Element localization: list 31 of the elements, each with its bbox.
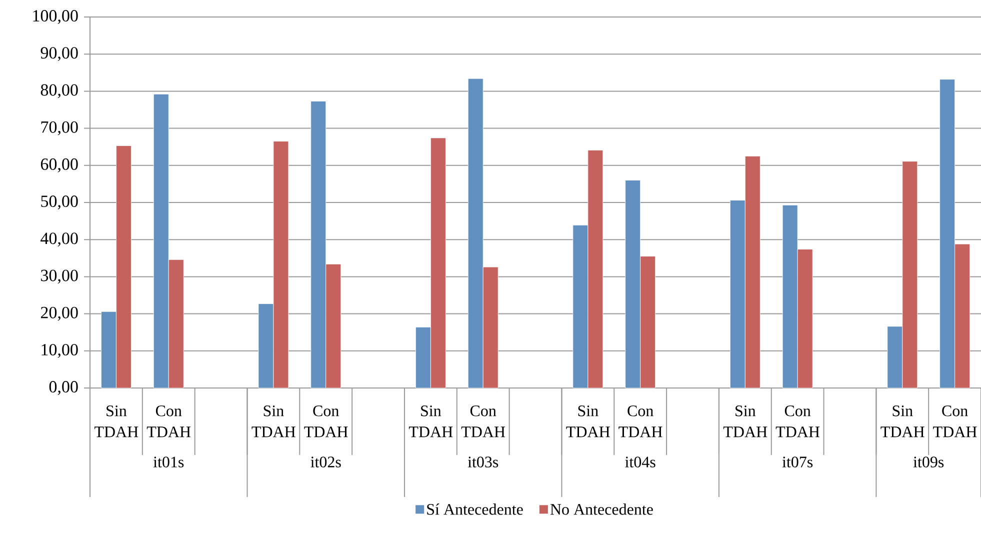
- legend-label: Sí Antecedente: [427, 504, 523, 515]
- y-tick-label: 10,00: [42, 344, 78, 358]
- x-tick-label: Sin TDAH: [723, 406, 768, 438]
- y-tick-label: 0,00: [49, 381, 78, 395]
- x-tick-label: Sin TDAH: [566, 406, 610, 438]
- y-tick-label: 100,00: [33, 10, 78, 24]
- x-tick-label: Con TDAH: [776, 406, 820, 438]
- text: it02s: [310, 456, 341, 468]
- text: it09s: [913, 456, 944, 468]
- y-tick-label: 80,00: [40, 84, 78, 98]
- x-tick-label: Con TDAH: [461, 406, 506, 438]
- x-tick-label: Sin TDAH: [252, 406, 296, 438]
- x-tick-label: Sin TDAH: [94, 406, 138, 438]
- y-tick-label: 30,00: [41, 270, 78, 284]
- x-tick-label: Con TDAH: [618, 406, 662, 438]
- y-tick-label: 90,00: [40, 47, 78, 62]
- text: it01s: [153, 456, 184, 468]
- y-tick-label: 40,00: [40, 232, 78, 247]
- text: it04s: [625, 456, 656, 468]
- x-tick-label: Sin TDAH: [880, 406, 924, 438]
- text: it07s: [782, 456, 813, 468]
- x-tick-label: Con TDAH: [304, 406, 348, 438]
- legend-label: No Antecedente: [550, 504, 653, 515]
- y-tick-label: 20,00: [40, 306, 78, 321]
- y-tick-label: 60,00: [40, 158, 78, 172]
- x-tick-label: Con TDAH: [933, 406, 977, 438]
- x-tick-label: Con TDAH: [146, 406, 191, 438]
- y-tick-label: 70,00: [41, 121, 78, 136]
- x-tick-label: Sin TDAH: [408, 406, 453, 438]
- y-tick-label: 50,00: [41, 196, 78, 210]
- text: it03s: [468, 456, 498, 468]
